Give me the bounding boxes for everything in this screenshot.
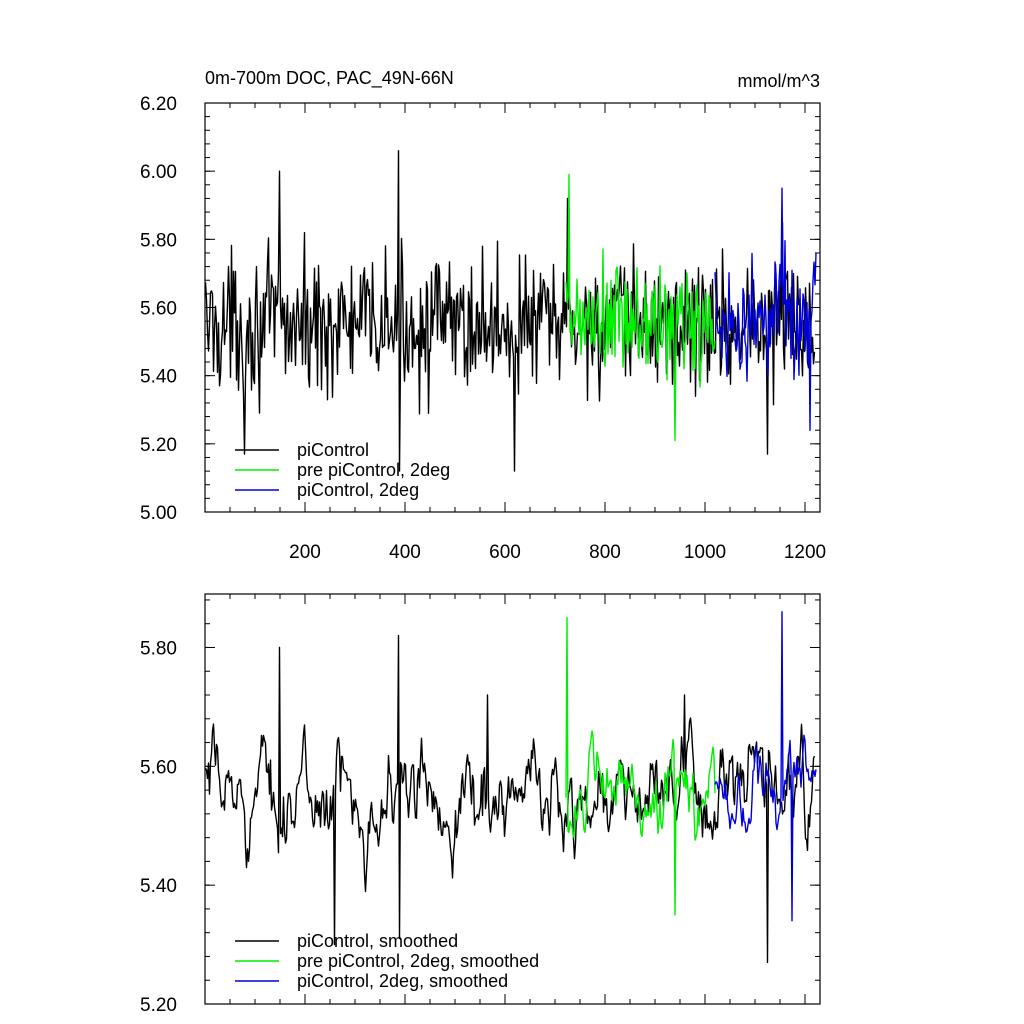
legend-label: piControl, 2deg, smoothed <box>297 971 508 991</box>
y-tick-label: 6.20 <box>140 94 177 115</box>
top-plot-frame <box>204 102 821 513</box>
y-tick-label: 5.20 <box>140 435 177 456</box>
top-panel: 0m-700m DOC, PAC_49N-66N mmol/m^3 5.005.… <box>140 68 826 563</box>
x-tick-label: 1200 <box>784 542 826 563</box>
series-line-picontrol <box>204 150 816 472</box>
x-tick-label: 800 <box>589 542 621 563</box>
legend-label: piControl, 2deg <box>297 480 419 500</box>
top-panel-units: mmol/m^3 <box>738 71 820 91</box>
series-line-pre-picontrol-2deg <box>565 173 716 442</box>
bottom-ticks-group: 5.20 5.40 5.60 5.80 <box>140 594 820 1016</box>
series-line-picontrol-2deg <box>714 187 817 431</box>
x-tick-label: 1000 <box>684 542 726 563</box>
y-tick-label: 5.00 <box>140 503 177 524</box>
y-tick-label: 5.20 <box>140 995 177 1016</box>
bottom-panel: 5.20 5.40 5.60 5.80 piControl, smoothedpre … <box>140 593 821 1016</box>
series-line-pre-picontrol-2deg-smoothed <box>565 617 716 916</box>
y-tick-label: 5.60 <box>140 299 177 320</box>
legend-label: piControl <box>297 440 369 460</box>
top-panel-title: 0m-700m DOC, PAC_49N-66N <box>205 68 454 89</box>
y-tick-label: 5.80 <box>140 230 177 251</box>
top-series-group <box>204 150 817 472</box>
bottom-plot-frame <box>204 593 821 1005</box>
y-tick-label: 6.00 <box>140 162 177 183</box>
legend-label: pre piControl, 2deg, smoothed <box>297 951 539 971</box>
legend-label: piControl, smoothed <box>297 931 458 951</box>
y-tick-label: 5.80 <box>140 638 177 659</box>
series-line-picontrol-2deg-smoothed <box>714 611 817 922</box>
x-tick-label: 400 <box>389 542 421 563</box>
bottom-series-group <box>204 611 817 964</box>
y-tick-label: 5.40 <box>140 876 177 897</box>
y-tick-label: 5.60 <box>140 757 177 778</box>
series-line-picontrol-smoothed <box>204 634 816 964</box>
x-tick-label: 600 <box>489 542 521 563</box>
legend-label: pre piControl, 2deg <box>297 460 450 480</box>
top-ticks-group: 5.00 5.20 5.40 5.60 5.80 6.00 6.20 200 400 600 800… <box>140 94 826 563</box>
y-tick-label: 5.40 <box>140 367 177 388</box>
x-tick-label: 200 <box>289 542 321 563</box>
